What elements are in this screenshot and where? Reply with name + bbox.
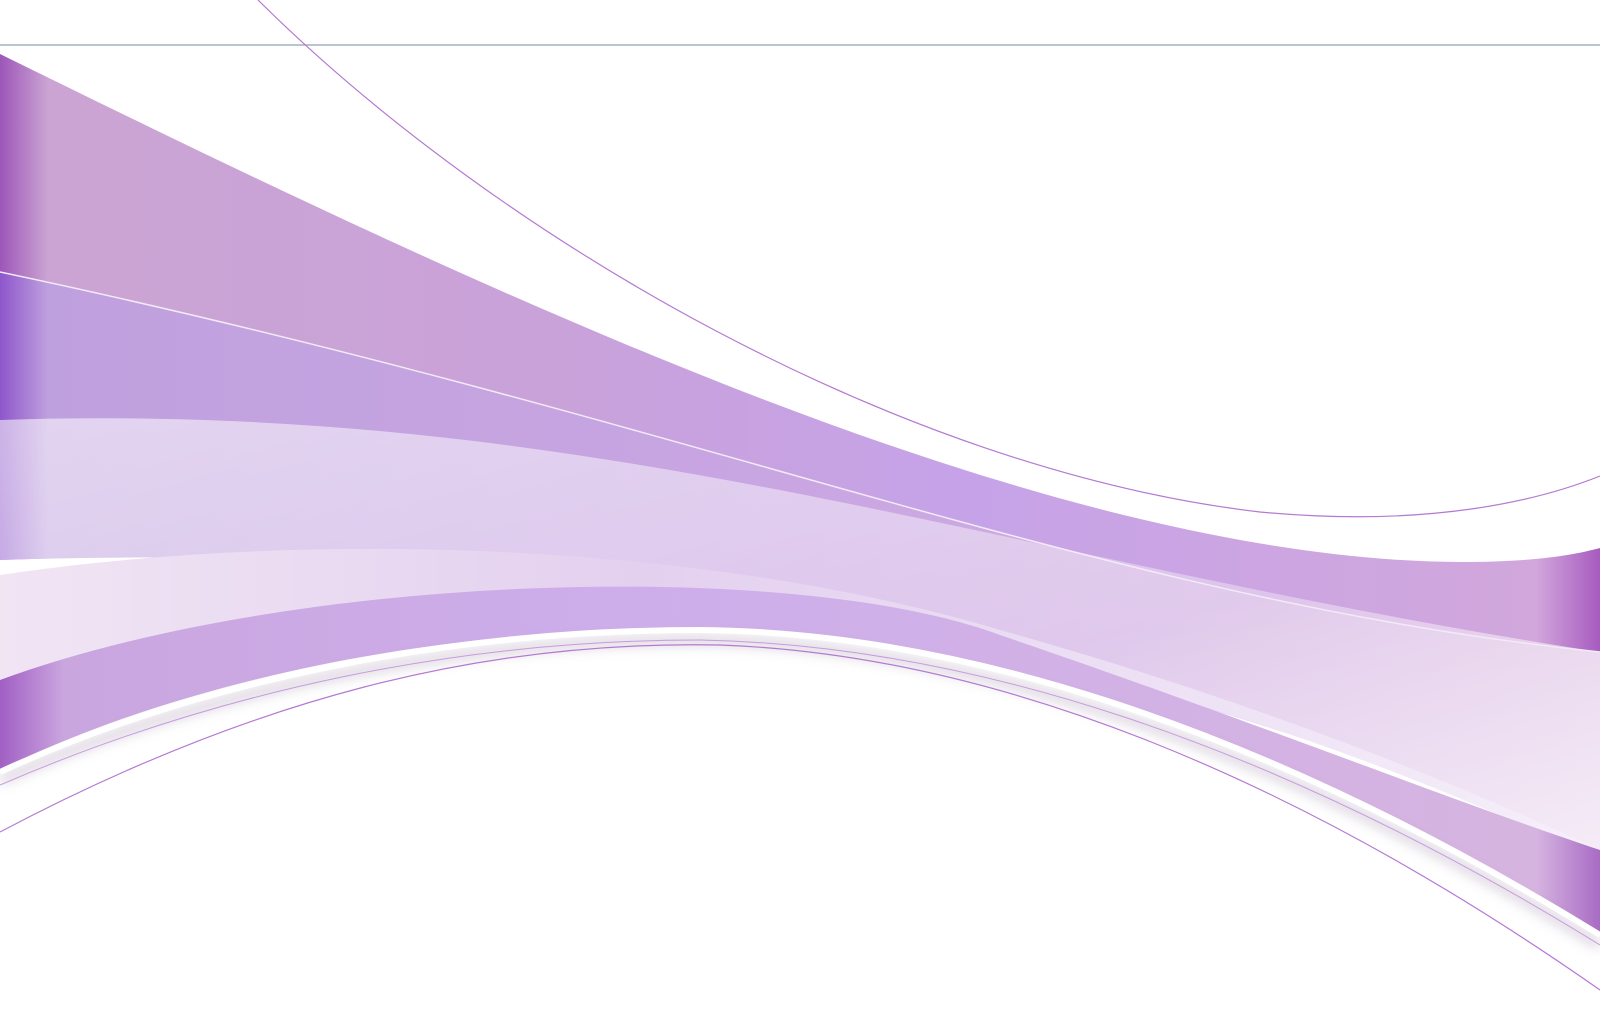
white-separator-line [0,626,1600,938]
inner-white-line [0,271,1600,653]
upper-band-highlight [0,48,1600,561]
lower-arc-line [0,644,1600,991]
lower-wave-band [0,586,1600,935]
upper-arc-line [257,0,1600,518]
separator-accent-line [0,639,1600,946]
wave-sheen [0,418,1600,850]
